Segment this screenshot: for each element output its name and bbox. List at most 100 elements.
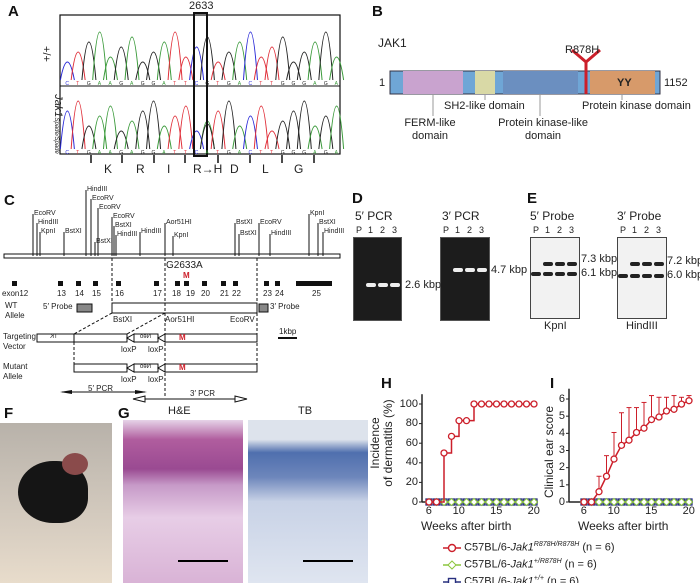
- peak-A: [156, 41, 172, 81]
- h-point-diamond: [507, 497, 516, 507]
- blot-band: [531, 272, 541, 276]
- domain-sh2: SH2-like domain: [444, 100, 525, 112]
- blot2-lower: 6.0 kbp: [667, 269, 700, 281]
- peak-A: [232, 41, 248, 81]
- blot-band: [630, 262, 640, 266]
- base-call: G: [323, 81, 328, 87]
- base-call: T: [183, 81, 187, 87]
- legend-n: (n = 6): [561, 558, 597, 571]
- legend-item: C57BL/6-Jak1+/+ (n = 6): [443, 572, 614, 583]
- wt-site: Aor51HI: [165, 315, 195, 324]
- mutation-label: R878H: [565, 44, 600, 56]
- blot-band: [555, 272, 565, 276]
- peak-T: [253, 105, 269, 150]
- lane-label: 1: [368, 225, 374, 235]
- peak-G: [81, 125, 97, 150]
- i-point-diamond: [647, 497, 656, 507]
- restriction-site-EcoRV: EcoRV: [260, 219, 282, 226]
- row-label-wt: +/+: [39, 46, 52, 62]
- i-ytick-label: 2: [558, 461, 565, 474]
- h-point-circle: [447, 432, 456, 440]
- peak-T: [253, 56, 269, 81]
- mutation-label: G2633A: [166, 260, 203, 271]
- base-call: C: [65, 150, 69, 156]
- peak-T: [70, 51, 86, 81]
- h-point-circle: [500, 400, 508, 408]
- base-call: A: [162, 81, 166, 87]
- legend-n: (n = 6): [579, 541, 615, 554]
- mutation-mark: M: [179, 363, 186, 372]
- peak-A: [124, 36, 140, 81]
- i-point-circle: [662, 407, 671, 415]
- base-call: C: [248, 81, 253, 87]
- exon-box: [275, 281, 280, 286]
- blot-band: [642, 274, 652, 278]
- exon-box: [76, 281, 81, 286]
- loxp-label: loxP: [148, 375, 164, 384]
- base-call: A: [97, 150, 102, 156]
- enzyme-kpni: KpnI: [544, 320, 567, 332]
- peak-G: [221, 51, 237, 81]
- i-ytick-label: 3: [558, 444, 565, 456]
- kinase-domain: [590, 71, 655, 94]
- restriction-site-HindIII: HindIII: [117, 231, 138, 238]
- peak-G: [135, 61, 151, 81]
- base-call: A: [108, 150, 112, 156]
- lane-label: P: [620, 225, 627, 235]
- lane-label: 1: [545, 225, 551, 235]
- i-point-circle: [625, 436, 633, 444]
- exon-label: exon12: [2, 289, 29, 298]
- mutation-mark: M: [183, 271, 190, 280]
- base-call: G: [291, 81, 296, 87]
- gel-title-3pcr: 3′ PCR: [442, 209, 480, 223]
- h-ytick-label: 0: [411, 495, 418, 508]
- amino-acid: K: [104, 162, 113, 176]
- h-xtick-label: 10: [452, 505, 465, 517]
- h-point-diamond: [477, 497, 486, 507]
- peak-G: [146, 51, 162, 81]
- exon-label: 16: [115, 289, 124, 298]
- pk-like-domain: [503, 71, 578, 94]
- h-point-circle: [492, 400, 501, 408]
- peak-G: [146, 100, 162, 150]
- base-call: T: [76, 150, 80, 156]
- i-point-circle: [602, 472, 611, 480]
- legend-n: (n = 6): [543, 575, 580, 583]
- exon-label: 15: [92, 289, 101, 298]
- i-point-diamond: [609, 497, 619, 507]
- loxp-label: loxP: [148, 345, 164, 354]
- amino-acid: R→H: [193, 162, 223, 176]
- sh2-domain: [475, 71, 495, 94]
- i-point-circle: [632, 428, 641, 437]
- h-point-diamond: [492, 497, 501, 507]
- i-point-circle: [670, 405, 678, 413]
- pcr-band: [477, 268, 487, 272]
- h-ytick-label: 80: [405, 417, 418, 430]
- pcr-band: [453, 268, 463, 272]
- lane-label: 2: [467, 225, 473, 235]
- loxp-triangle: [156, 363, 166, 373]
- exon-box: [233, 281, 238, 286]
- legend-item: C57BL/6-Jak1R878H/R878H (n = 6): [443, 538, 614, 555]
- mouse-ear: [62, 453, 88, 475]
- base-call: A: [237, 150, 242, 156]
- base-call: G: [280, 150, 285, 156]
- base-call: G: [205, 81, 210, 87]
- i-point-diamond: [594, 497, 604, 507]
- peak-A: [156, 125, 172, 150]
- h-point-circle: [530, 400, 538, 408]
- i-point-circle: [610, 455, 618, 463]
- i-xtick-label: 20: [682, 505, 695, 517]
- i-point-circle: [587, 498, 596, 506]
- peak-G: [275, 36, 291, 81]
- tb-image: [248, 420, 368, 583]
- base-call: C: [194, 150, 199, 156]
- peak-T: [264, 46, 280, 81]
- base-call: C: [248, 150, 253, 156]
- lane-label: 2: [380, 225, 386, 235]
- alignment-guide: [73, 312, 113, 335]
- kinase-yy: YY: [617, 77, 632, 89]
- exon-label: 19: [186, 289, 195, 298]
- pcr-band: [465, 268, 475, 272]
